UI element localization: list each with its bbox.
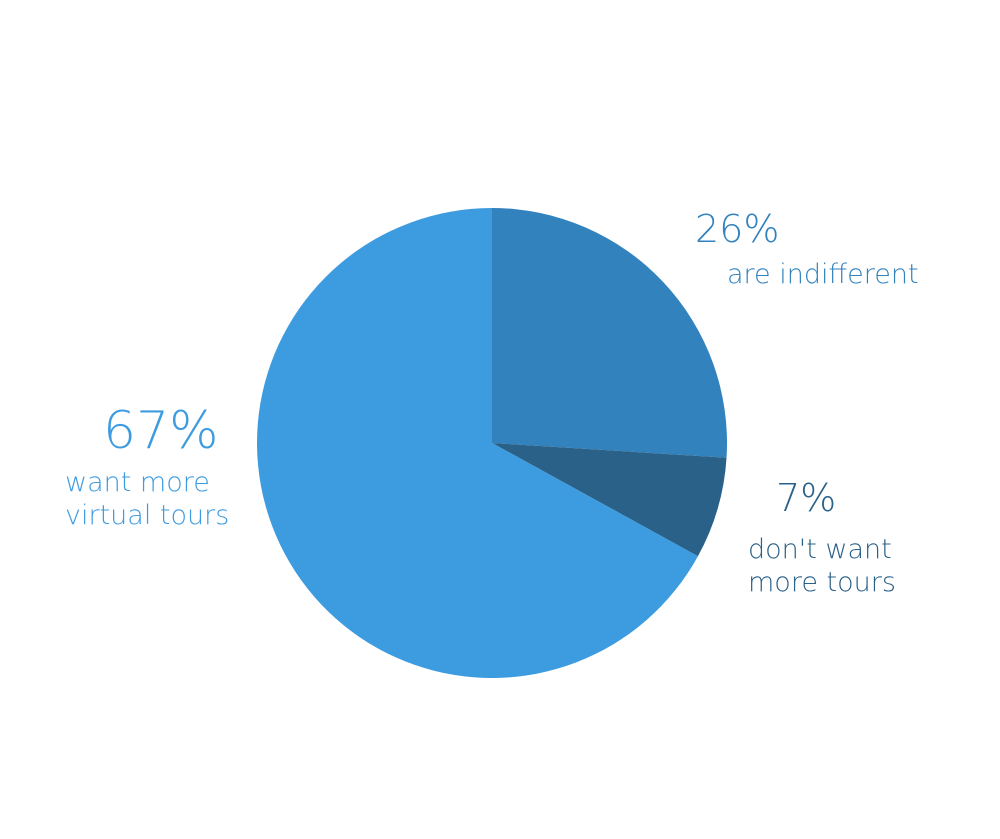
category-label: don't want more tours <box>748 534 896 598</box>
category-label: are indifferent <box>727 259 919 290</box>
percent-label: 26% <box>695 207 780 251</box>
percent-label: 67% <box>103 401 219 461</box>
percent-label: 7% <box>776 476 837 520</box>
pie-slice <box>256 208 698 678</box>
pie-slice <box>492 208 727 458</box>
category-label: want more virtual tours <box>65 467 230 531</box>
pie-slice <box>492 443 727 557</box>
